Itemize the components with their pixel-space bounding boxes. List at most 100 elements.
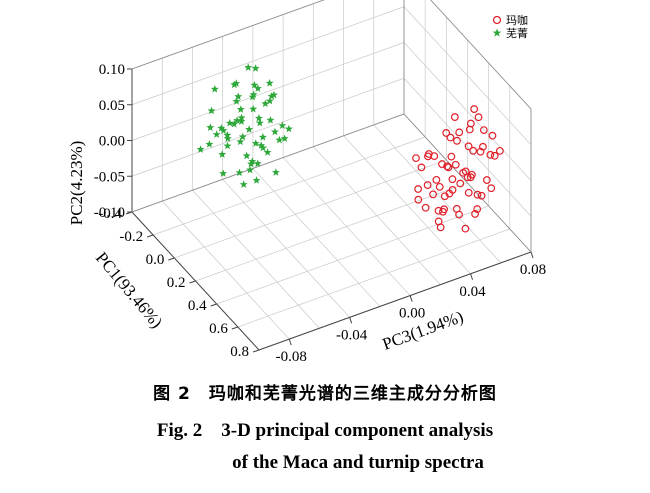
data-point-turnip [251,139,260,147]
data-point-turnip [267,92,276,100]
data-point-turnip [236,137,245,146]
data-point-turnip [261,99,270,108]
data-point-maca [482,176,491,184]
data-point-turnip [235,168,244,177]
data-point-maca [446,133,455,142]
data-point-maca [470,105,479,113]
pc1-tick-label: 0.4 [188,298,207,314]
data-point-turnip [237,113,246,122]
data-point-turnip [247,159,256,168]
data-point-turnip [232,79,241,87]
data-point-maca [423,181,432,189]
box-edge [131,113,405,213]
box-edge [131,0,325,70]
data-point-turnip [263,148,272,156]
data-point-maca [412,154,420,163]
data-point-turnip [205,140,214,148]
data-point-maca [473,190,482,199]
data-point-turnip [275,135,284,144]
data-point-turnip [225,118,234,127]
pc3-axis-line [258,251,532,351]
data-point-maca [450,113,459,121]
pc1-tick-mark [125,211,133,215]
data-point-turnip [284,124,293,133]
pc1-tick-label: 0.8 [230,344,249,360]
pc3-tick-mark [470,273,474,280]
pc2-tick-label: 0.00 [99,134,125,150]
data-point-maca [440,205,449,214]
pc3-tick-label: 0.04 [459,284,486,300]
floor-grid-line-pc3 [343,135,471,275]
data-point-turnip [196,145,205,153]
data-point-turnip [223,131,232,139]
data-point-turnip [237,117,246,125]
data-point-maca [473,205,482,213]
data-point-maca [474,113,483,122]
data-point-maca [455,128,464,137]
floor-grid-line-pc3 [222,179,350,318]
legend-label-maca: 玛咖 [506,13,528,27]
legend: 玛咖 芜菁 [492,13,528,40]
pc1-tick-label: 0.0 [146,252,165,268]
data-point-turnip [236,105,245,113]
data-point-turnip [248,157,257,165]
floor-grid-line-pc1 [174,159,447,259]
data-point-maca [443,162,452,171]
pc1-tick-mark [189,280,196,284]
figure-caption-english-line2: of the Maca and turnip spectra [232,452,484,473]
data-point-maca [487,184,496,193]
floor-grid-line-pc3 [252,168,381,307]
data-point-maca [432,175,441,184]
floor-grid-line-pc1 [195,182,468,282]
floor-grid-line-pc3 [373,124,502,264]
legend-item-maca: 玛咖 [492,13,528,27]
pc1-tick-mark [252,349,260,353]
data-point-turnip [257,141,266,149]
pc3-tick-mark [409,295,413,302]
data-point-turnip [255,118,264,127]
data-point-turnip [239,180,248,188]
data-point-maca [424,150,433,158]
data-point-maca [464,142,473,151]
pc2-axis-label: PC2(4.23%) [67,141,86,226]
pc1-tick-mark [147,234,154,238]
data-point-maca [417,163,426,172]
pc2-tick-label: 0.10 [99,62,125,78]
data-point-maca [421,203,430,212]
data-point-turnip [251,64,260,72]
back-grid-line-pc2 [131,77,405,177]
data-point-turnip [219,169,228,177]
data-point-turnip [245,125,254,133]
pc1-tick-mark [210,303,217,307]
data-point-turnip [233,116,242,124]
data-points [196,63,504,233]
data-point-maca [495,146,504,155]
data-point-maca [477,191,486,200]
data-point-turnip [265,96,274,105]
data-point-maca [469,146,478,155]
data-point-maca [414,185,423,193]
pc3-tick-label: 0.08 [520,262,546,278]
data-point-turnip [278,121,287,130]
data-point-turnip [249,104,258,113]
data-point-turnip [269,90,278,99]
legend-label-turnip: 芜菁 [506,26,528,40]
data-point-maca [455,210,463,219]
floor-grid-line-pc3 [313,146,441,285]
data-point-turnip [219,126,228,134]
floor-grid-line-pc3 [282,157,411,296]
pc3-tick-mark [288,338,292,346]
data-point-maca [445,189,454,198]
floor-grid-line-pc1 [153,136,426,236]
data-point-turnip [207,106,216,115]
box-edge [430,0,532,110]
pc2-tick-label: -0.05 [94,169,125,185]
data-point-turnip [206,123,215,131]
floor-grid-line-pc3 [192,189,320,329]
data-point-turnip [265,79,274,87]
data-point-maca [429,190,437,199]
pc1-tick-mark [168,257,175,261]
data-point-turnip [230,80,239,89]
data-point-turnip [210,85,219,93]
pc3-tick-label: -0.04 [336,327,368,343]
